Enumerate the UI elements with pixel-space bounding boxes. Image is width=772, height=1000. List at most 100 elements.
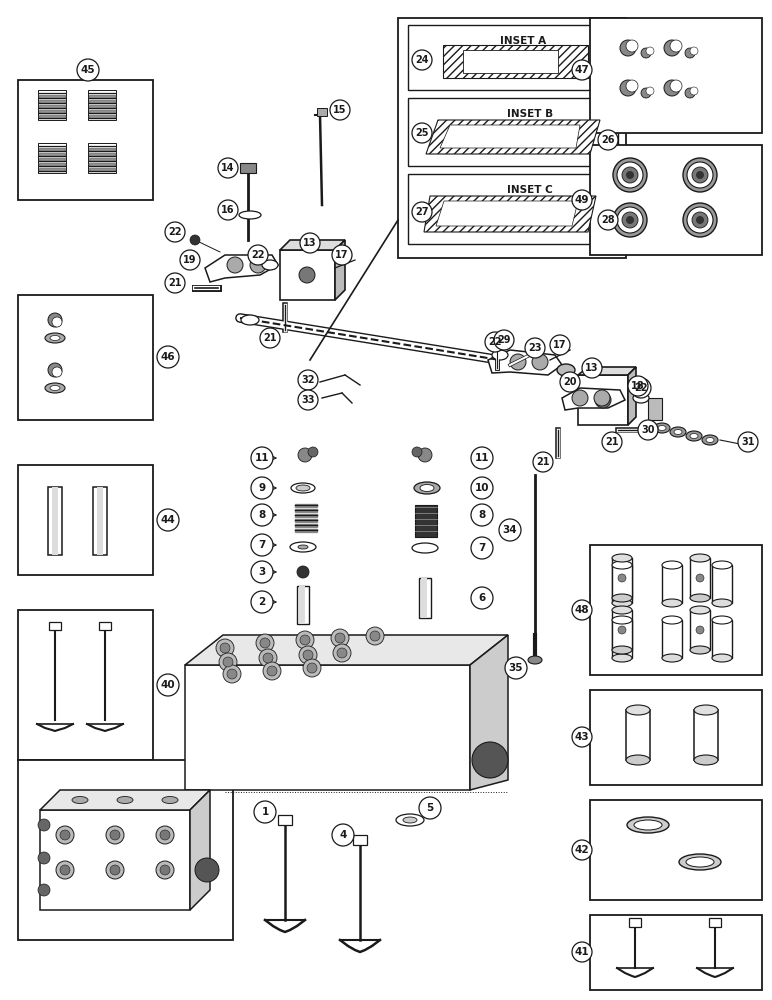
Circle shape	[299, 267, 315, 283]
Ellipse shape	[612, 606, 632, 614]
Circle shape	[595, 392, 611, 408]
Circle shape	[299, 646, 317, 664]
Bar	[18, 465, 153, 575]
Circle shape	[687, 207, 713, 233]
Ellipse shape	[45, 333, 65, 343]
Circle shape	[267, 666, 277, 676]
Text: 46: 46	[161, 352, 175, 362]
Bar	[408, 98, 618, 166]
Ellipse shape	[612, 646, 632, 654]
Circle shape	[613, 203, 647, 237]
Bar	[590, 545, 762, 675]
Text: 41: 41	[574, 947, 589, 957]
Text: 45: 45	[81, 65, 95, 75]
Text: 31: 31	[741, 437, 755, 447]
Bar	[626, 710, 650, 760]
Circle shape	[260, 328, 280, 348]
Circle shape	[156, 861, 174, 879]
Circle shape	[157, 509, 179, 531]
Text: 30: 30	[642, 425, 655, 435]
Bar	[709, 918, 721, 927]
Circle shape	[219, 653, 237, 671]
Bar	[299, 586, 305, 624]
Circle shape	[218, 200, 238, 220]
Ellipse shape	[712, 599, 732, 607]
Polygon shape	[578, 367, 636, 375]
Ellipse shape	[262, 260, 278, 270]
Bar	[415, 505, 437, 537]
Text: 7: 7	[479, 543, 486, 553]
Circle shape	[263, 662, 281, 680]
Ellipse shape	[612, 554, 632, 562]
Ellipse shape	[117, 796, 133, 804]
Text: 28: 28	[601, 215, 615, 225]
Circle shape	[533, 452, 553, 472]
Circle shape	[256, 634, 274, 652]
Text: 42: 42	[574, 845, 589, 855]
Polygon shape	[562, 388, 625, 410]
Text: INSET A: INSET A	[500, 36, 547, 46]
Circle shape	[572, 942, 592, 962]
Bar	[612, 610, 632, 650]
Bar	[590, 690, 762, 785]
Ellipse shape	[662, 654, 682, 662]
Bar	[52, 487, 58, 555]
Bar	[612, 565, 632, 603]
Circle shape	[670, 80, 682, 92]
Text: 35: 35	[509, 663, 523, 673]
Circle shape	[598, 130, 618, 150]
Circle shape	[485, 332, 505, 352]
Circle shape	[613, 158, 647, 192]
Text: 13: 13	[585, 363, 599, 373]
Ellipse shape	[712, 654, 732, 662]
Ellipse shape	[414, 482, 440, 494]
Bar	[690, 558, 710, 598]
Bar	[49, 622, 61, 630]
Ellipse shape	[50, 385, 60, 390]
Circle shape	[617, 207, 643, 233]
Ellipse shape	[626, 755, 650, 765]
Polygon shape	[470, 635, 508, 790]
Circle shape	[110, 865, 120, 875]
Circle shape	[471, 447, 493, 469]
Circle shape	[696, 574, 704, 582]
Ellipse shape	[634, 820, 662, 830]
Circle shape	[157, 674, 179, 696]
Text: 23: 23	[528, 343, 542, 353]
Circle shape	[471, 477, 493, 499]
Circle shape	[510, 354, 526, 370]
Circle shape	[664, 40, 680, 56]
Circle shape	[626, 216, 634, 224]
Text: 22: 22	[635, 383, 648, 393]
Circle shape	[165, 273, 185, 293]
Ellipse shape	[706, 438, 714, 442]
Circle shape	[692, 167, 708, 183]
Circle shape	[251, 477, 273, 499]
Text: 47: 47	[574, 65, 589, 75]
Circle shape	[250, 257, 266, 273]
Polygon shape	[205, 255, 278, 282]
Ellipse shape	[658, 426, 666, 430]
Text: 11: 11	[255, 453, 269, 463]
Circle shape	[626, 40, 638, 52]
Circle shape	[160, 865, 170, 875]
Circle shape	[331, 629, 349, 647]
Circle shape	[622, 212, 638, 228]
Ellipse shape	[290, 542, 316, 552]
Circle shape	[335, 633, 345, 643]
Ellipse shape	[702, 435, 718, 445]
Ellipse shape	[239, 211, 261, 219]
Text: 27: 27	[415, 207, 428, 217]
Circle shape	[106, 861, 124, 879]
Bar	[18, 760, 233, 940]
Bar	[88, 143, 116, 173]
Circle shape	[332, 824, 354, 846]
Circle shape	[156, 826, 174, 844]
Circle shape	[60, 830, 70, 840]
Bar	[662, 620, 682, 658]
Polygon shape	[426, 120, 600, 154]
Circle shape	[532, 354, 548, 370]
Circle shape	[572, 600, 592, 620]
Text: 18: 18	[631, 381, 645, 391]
Ellipse shape	[686, 431, 702, 441]
